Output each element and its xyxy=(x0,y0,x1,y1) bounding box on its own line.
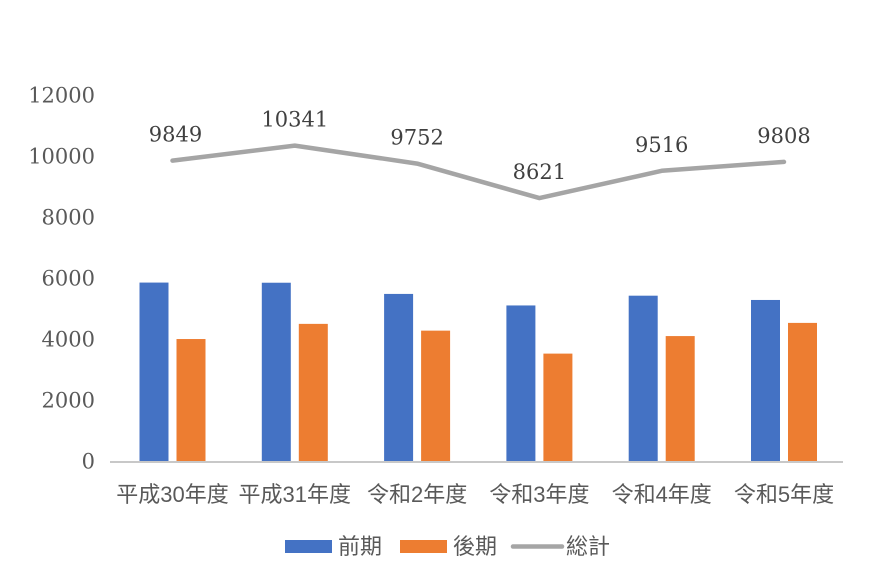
y-axis-tick-label: 4000 xyxy=(42,328,95,352)
legend-item-second-half: 後期 xyxy=(400,534,497,559)
bar-second-half xyxy=(298,323,328,461)
x-axis-category-label: 令和3年度 xyxy=(489,482,589,507)
y-axis-tick-label: 12000 xyxy=(28,84,95,108)
x-axis-category-label: 令和5年度 xyxy=(734,482,834,507)
x-axis-category-label: 令和4年度 xyxy=(612,482,712,507)
x-axis-category-label: 平成31年度 xyxy=(239,482,351,507)
bar-second-half xyxy=(665,336,695,461)
bar-second-half xyxy=(176,339,206,461)
line-data-label: 10341 xyxy=(261,108,328,132)
x-axis-category-label: 令和2年度 xyxy=(367,482,467,507)
y-axis-tick-label: 0 xyxy=(82,450,95,474)
bar-second-half xyxy=(421,330,451,461)
bar-first-half xyxy=(384,293,414,461)
legend-label-first-half: 前期 xyxy=(338,534,382,559)
chart-legend: 前期 後期 総計 xyxy=(285,534,610,559)
legend-item-total: 総計 xyxy=(510,534,610,559)
bar-second-half xyxy=(788,322,817,461)
line-data-label: 8621 xyxy=(513,160,566,184)
bar-first-half xyxy=(261,282,291,461)
legend-label-second-half: 後期 xyxy=(453,534,497,559)
legend-swatch-first-half xyxy=(285,540,332,553)
y-axis-tick-label: 2000 xyxy=(42,389,95,413)
legend-item-first-half: 前期 xyxy=(285,534,382,559)
legend-label-total: 総計 xyxy=(566,534,610,559)
bar-first-half xyxy=(751,299,780,461)
legend-swatch-second-half xyxy=(400,540,447,553)
line-data-label: 9808 xyxy=(757,124,810,148)
bar-first-half xyxy=(506,305,536,461)
x-axis-category-label: 平成30年度 xyxy=(116,482,228,507)
bar-second-half xyxy=(543,353,573,461)
line-total xyxy=(170,143,787,201)
bar-first-half xyxy=(139,282,169,461)
bar-first-half xyxy=(628,295,658,461)
line-data-label: 9752 xyxy=(390,126,443,150)
y-axis-tick-label: 8000 xyxy=(42,206,95,230)
y-axis-tick-label: 6000 xyxy=(42,267,95,291)
line-data-label: 9516 xyxy=(635,133,688,157)
line-data-label: 9849 xyxy=(149,123,202,147)
y-axis-tick-label: 10000 xyxy=(28,145,95,169)
